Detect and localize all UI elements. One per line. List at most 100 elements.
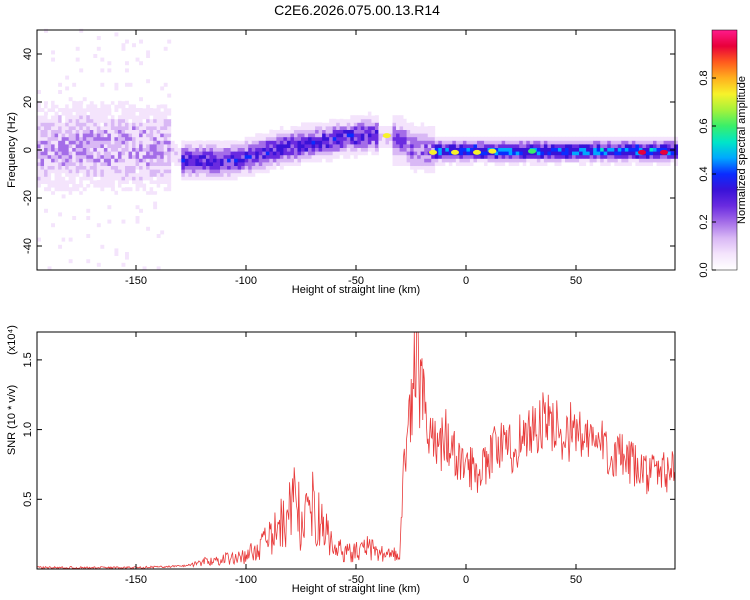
spectrogram-cell <box>93 108 98 112</box>
spectrogram-cell <box>462 154 467 159</box>
spectrogram-cell <box>258 140 263 145</box>
spectrogram-cell <box>389 136 393 141</box>
spectrogram-cell <box>357 140 362 145</box>
spectrogram-cell <box>269 133 274 138</box>
spectrogram-cell <box>293 151 298 156</box>
spectrogram-cell <box>146 169 151 174</box>
spectrogram-cell <box>596 158 601 163</box>
spectrogram-cell <box>128 136 133 141</box>
spectrogram-cell <box>51 176 55 181</box>
spectrogram-cell <box>82 140 87 145</box>
spectrogram-cell <box>227 147 231 152</box>
spectrogram-cell <box>163 194 168 199</box>
spectrogram-cell <box>667 154 671 159</box>
spectrogram-cell <box>47 194 52 199</box>
spectrogram-cell <box>89 136 94 141</box>
spectrogram-cell <box>607 162 612 166</box>
spectrogram-cell <box>494 144 499 148</box>
spectrogram-cell <box>89 172 94 177</box>
spectrogram-cell <box>413 147 418 152</box>
spectrogram-cell <box>364 151 369 156</box>
spectrogram-cell <box>621 136 626 141</box>
spectrogram-cell <box>536 147 541 152</box>
spectrogram-cell <box>251 169 256 174</box>
spectrogram-cell <box>308 158 312 163</box>
spectrogram-cell <box>54 169 59 174</box>
spectrogram-cell <box>279 147 284 152</box>
spectrogram-cell <box>445 144 450 148</box>
spectrogram-cell <box>269 147 274 152</box>
spectrogram-cell <box>477 158 481 163</box>
spectrogram-cell <box>547 154 552 159</box>
spectrogram-cell <box>505 158 510 163</box>
spectrogram-cell <box>100 162 105 166</box>
spectrogram-cell <box>163 169 168 174</box>
spectrogram-cell <box>79 129 84 134</box>
spectrogram-cell <box>96 183 101 188</box>
spectrogram-cell <box>434 144 439 148</box>
spectrogram-cell <box>132 140 136 145</box>
spectrogram-cell <box>121 118 126 123</box>
spectrogram-cell <box>286 140 291 145</box>
spectrogram-cell <box>318 162 323 166</box>
spectrogram-cell <box>477 147 481 152</box>
spectrogram-cell <box>198 176 203 181</box>
spectrogram-cell <box>579 162 583 166</box>
spectrogram-cell <box>68 129 73 134</box>
spectrogram-cell <box>283 158 288 163</box>
spectrogram-cell <box>371 154 376 159</box>
spectrogram-cell <box>635 147 640 152</box>
spectrogram-cell <box>125 172 129 177</box>
spectrogram-cell <box>51 162 55 166</box>
spectrogram-cell <box>37 133 41 138</box>
spectrogram-cell <box>61 140 66 145</box>
spectrogram-cell <box>47 147 52 152</box>
spectrogram-cell <box>153 147 158 152</box>
spectrogram-cell <box>484 140 488 145</box>
spectrogram-cell <box>37 100 41 105</box>
spectrogram-cell <box>40 162 45 166</box>
spectrogram-cell <box>75 172 80 177</box>
spectrogram-cell <box>374 147 379 152</box>
spectrogram-cell <box>512 140 517 145</box>
spectrogram-cell <box>153 194 158 199</box>
spectrogram-cell <box>350 136 355 141</box>
spectrogram-cell <box>72 108 77 112</box>
spectrogram-cell <box>121 154 126 159</box>
spectrogram-cell <box>86 144 91 148</box>
spectrogram-cell <box>135 187 140 192</box>
spectrogram-cell <box>656 144 661 148</box>
spectrogram-cell <box>392 136 397 141</box>
spectrogram-cell <box>121 158 126 163</box>
spectrogram-cell <box>37 154 41 159</box>
spectrogram-cell <box>191 144 196 148</box>
spectrogram-cell <box>322 136 327 141</box>
spectrogram-cell <box>149 180 154 184</box>
spectrogram-cell <box>272 162 277 166</box>
spectrogram-cell <box>75 136 80 141</box>
spectrogram-cell <box>139 165 143 170</box>
spectrogram-cell <box>343 147 348 152</box>
spectrogram-cell <box>586 140 591 145</box>
spectrogram-cell <box>72 133 77 138</box>
spectrogram-cell <box>505 144 510 148</box>
spectrogram-cell <box>441 151 446 156</box>
spectrogram-cell <box>65 115 70 120</box>
spectrogram-cell <box>406 158 411 163</box>
spectrogram-cell <box>149 187 154 192</box>
spectrogram-cell <box>156 100 161 105</box>
spectrogram-cell <box>195 172 200 177</box>
spectrogram-cell <box>258 162 263 166</box>
spectrogram-cell <box>61 144 66 148</box>
spectrogram-cell <box>167 162 172 166</box>
spectrogram-cell <box>230 165 235 170</box>
spectrogram-cell <box>586 162 591 166</box>
spectrogram-cell <box>79 108 84 112</box>
spectrogram-cell <box>332 118 337 123</box>
spectrogram-cell <box>325 140 330 145</box>
spectrogram-cell <box>237 158 242 163</box>
spectrogram-cell <box>156 118 161 123</box>
spectrogram-cell <box>265 165 270 170</box>
spectrogram-cell <box>86 104 91 109</box>
